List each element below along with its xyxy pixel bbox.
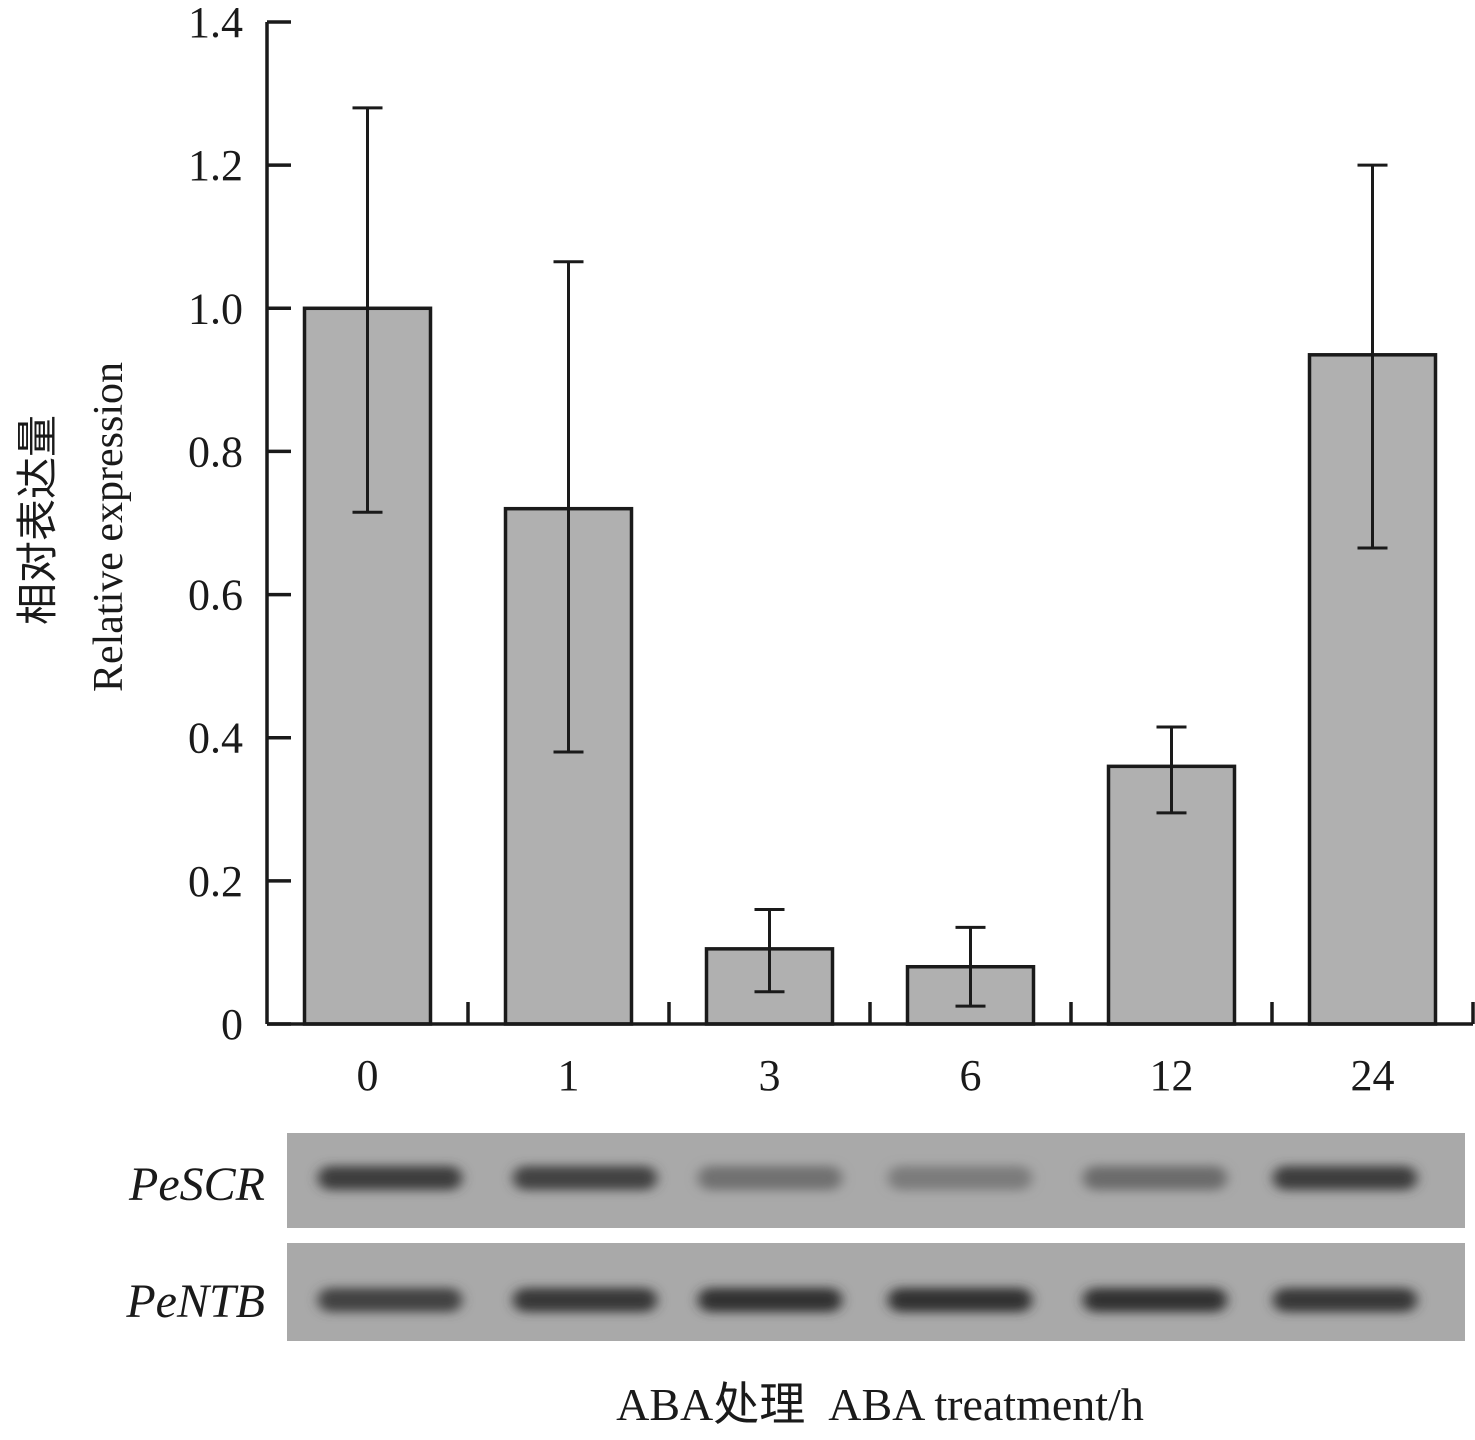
x-tick-label: 12: [1150, 1051, 1194, 1100]
bars-group: [302, 306, 1438, 1026]
gel-band: [698, 1288, 842, 1312]
error-bar-6: [955, 925, 986, 1008]
error-bar-0: [352, 106, 383, 514]
x-tick-label: 0: [357, 1051, 379, 1100]
x-axis: 0 1 3 6 12 24: [267, 1002, 1475, 1100]
gel-row-PeSCR: PeSCR: [128, 1133, 1465, 1228]
gel-band: [888, 1288, 1032, 1312]
error-bar-3: [754, 907, 785, 994]
y-axis-title-cn: 相对表达量: [16, 415, 62, 625]
gel-row-label: PeNTB: [125, 1275, 265, 1328]
y-tick-label: 1.0: [188, 284, 243, 333]
gel-band: [698, 1166, 842, 1190]
x-tick-label: 6: [960, 1051, 982, 1100]
y-axis-title-en: Relative expression: [86, 362, 132, 692]
x-tick-label: 3: [759, 1051, 781, 1100]
y-tick-label: 0.4: [188, 714, 243, 763]
error-bars-group: [352, 106, 1388, 1008]
gel-band: [513, 1288, 657, 1312]
y-tick-label: 0.2: [188, 857, 243, 906]
x-tick-label: 24: [1351, 1051, 1395, 1100]
y-tick-label: 1.2: [188, 141, 243, 190]
x-axis-title: ABA处理 ABA treatment/h: [616, 1379, 1144, 1430]
gel-background: [287, 1133, 1465, 1228]
gel-band: [888, 1166, 1032, 1190]
gel-band: [318, 1166, 462, 1190]
gel-background: [287, 1243, 1465, 1341]
x-tick-label: 1: [558, 1051, 580, 1100]
y-axis: 0 0.2 0.4 0.6 0.8 1.0 1.2 1.4: [188, 0, 291, 1049]
gel-band: [1273, 1166, 1417, 1190]
error-bar-1: [553, 260, 584, 754]
gel-band: [1083, 1288, 1227, 1312]
bar-chart: 0 0.2 0.4 0.6 0.8 1.0 1.2 1.4 0 1 3 6 12 24: [188, 0, 1475, 1100]
y-tick-label: 0.8: [188, 427, 243, 476]
gel-band: [1083, 1166, 1227, 1190]
error-bar-24: [1357, 163, 1388, 550]
gel-band: [513, 1166, 657, 1190]
gel-band: [1273, 1288, 1417, 1312]
y-tick-label: 0: [221, 1000, 243, 1049]
gel-image: PeSCR PeNTB: [125, 1133, 1465, 1341]
gel-row-PeNTB: PeNTB: [125, 1243, 1465, 1341]
y-tick-label: 0.6: [188, 571, 243, 620]
gel-row-label: PeSCR: [128, 1158, 265, 1211]
y-tick-label: 1.4: [188, 0, 243, 47]
error-bar-12: [1156, 725, 1187, 815]
y-axis-title: 相对表达量 Relative expression: [16, 362, 132, 692]
gel-band: [318, 1288, 462, 1312]
